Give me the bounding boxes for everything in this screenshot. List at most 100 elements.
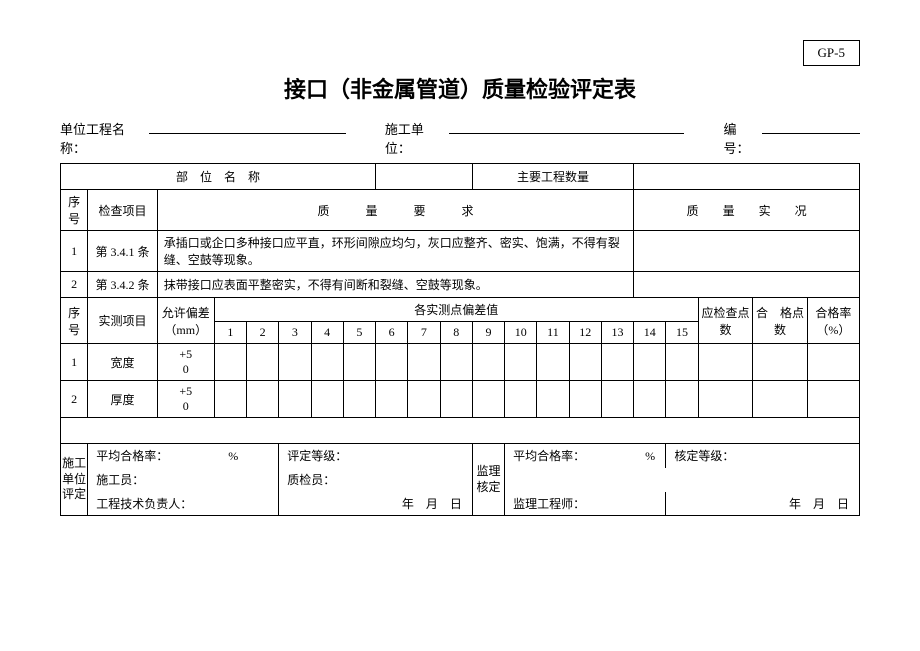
col-9: 9 xyxy=(472,322,504,344)
col-7: 7 xyxy=(408,322,440,344)
m2-rate[interactable] xyxy=(807,381,859,418)
m2-v4[interactable] xyxy=(311,381,343,418)
m2-v8[interactable] xyxy=(440,381,472,418)
label-no: 编号： xyxy=(724,119,762,157)
f-supervisor: 监理工程师： xyxy=(505,492,666,516)
c1-text: 承插口或企口多种接口应平直，环形间隙应均匀，灰口应整齐、密实、饱满，不得有裂缝、… xyxy=(157,231,633,272)
f-avgrate-r: 平均合格率：% xyxy=(505,444,666,468)
m1-v10[interactable] xyxy=(505,344,537,381)
m2-v2[interactable] xyxy=(247,381,279,418)
col-13: 13 xyxy=(601,322,633,344)
blank-unit[interactable] xyxy=(449,118,685,134)
m1-v7[interactable] xyxy=(408,344,440,381)
footer-row-2: 施工员： 质检员： xyxy=(61,468,860,492)
measure-row-2: 2 厚度 +5 0 xyxy=(61,381,860,418)
m2-v10[interactable] xyxy=(505,381,537,418)
m2-v3[interactable] xyxy=(279,381,311,418)
col-5: 5 xyxy=(343,322,375,344)
m1-passpts[interactable] xyxy=(753,344,808,381)
m2-v9[interactable] xyxy=(472,381,504,418)
measure-row-blank xyxy=(61,418,860,444)
m1-v11[interactable] xyxy=(537,344,569,381)
col-15: 15 xyxy=(666,322,698,344)
c2-clause: 第 3.4.2 条 xyxy=(88,272,157,298)
m1-v3[interactable] xyxy=(279,344,311,381)
f-date-l: 年 月 日 xyxy=(279,492,473,516)
main-table: 部 位 名 称 主要工程数量 序号 检查项目 质 量 要 求 质 量 实 况 1… xyxy=(60,163,860,516)
footer-row-3: 工程技术负责人： 年 月 日 监理工程师： 年 月 日 xyxy=(61,492,860,516)
m2-v14[interactable] xyxy=(634,381,666,418)
m1-v6[interactable] xyxy=(376,344,408,381)
m1-v13[interactable] xyxy=(601,344,633,381)
blank-project[interactable] xyxy=(149,118,345,134)
col-3: 3 xyxy=(279,322,311,344)
m2-v1[interactable] xyxy=(214,381,246,418)
blank-no[interactable] xyxy=(762,118,860,134)
m2-tol: +5 0 xyxy=(157,381,214,418)
dept-label: 部 位 名 称 xyxy=(61,164,376,190)
header-line: 单位工程名称： 施工单位： 编号： xyxy=(60,118,860,157)
blank-row xyxy=(61,418,860,444)
f-date-r: 年 月 日 xyxy=(666,492,860,516)
c2-text: 抹带接口应表面平整密实，不得有间断和裂缝、空鼓等现象。 xyxy=(157,272,633,298)
m1-v8[interactable] xyxy=(440,344,472,381)
m2-checkpts[interactable] xyxy=(698,381,753,418)
m2-v5[interactable] xyxy=(343,381,375,418)
col-11: 11 xyxy=(537,322,569,344)
m-passrate: 合格率（%） xyxy=(807,298,859,344)
h-item: 检查项目 xyxy=(88,190,157,231)
m1-tol: +5 0 xyxy=(157,344,214,381)
m-tol: 允许偏差（mm） xyxy=(157,298,214,344)
m-passpts: 合 格点 数 xyxy=(753,298,808,344)
dept-value[interactable] xyxy=(376,164,473,190)
m1-v15[interactable] xyxy=(666,344,698,381)
page-title: 接口（非金属管道）质量检验评定表 xyxy=(60,72,860,104)
qty-value[interactable] xyxy=(634,164,860,190)
c2-actual[interactable] xyxy=(634,272,860,298)
m2-v13[interactable] xyxy=(601,381,633,418)
col-12: 12 xyxy=(569,322,601,344)
m2-passpts[interactable] xyxy=(753,381,808,418)
col-6: 6 xyxy=(376,322,408,344)
m2-v11[interactable] xyxy=(537,381,569,418)
c1-clause: 第 3.4.1 条 xyxy=(88,231,157,272)
m1-v14[interactable] xyxy=(634,344,666,381)
m1-rate[interactable] xyxy=(807,344,859,381)
m-seq: 序号 xyxy=(61,298,88,344)
f-right-mid xyxy=(505,468,860,492)
m2-v12[interactable] xyxy=(569,381,601,418)
measure-row-1: 1 宽度 +5 0 xyxy=(61,344,860,381)
m1-v5[interactable] xyxy=(343,344,375,381)
c2-no: 2 xyxy=(61,272,88,298)
m1-v4[interactable] xyxy=(311,344,343,381)
label-project: 单位工程名称： xyxy=(60,119,149,157)
f-avgrate-l: 平均合格率：% xyxy=(88,444,279,468)
col-4: 4 xyxy=(311,322,343,344)
m1-v9[interactable] xyxy=(472,344,504,381)
m-dev-title: 各实测点偏差值 xyxy=(214,298,698,322)
f-grade-l: 评定等级： xyxy=(279,444,473,468)
col-10: 10 xyxy=(505,322,537,344)
m1-no: 1 xyxy=(61,344,88,381)
col-1: 1 xyxy=(214,322,246,344)
right-title: 监理核定 xyxy=(472,444,504,516)
m1-checkpts[interactable] xyxy=(698,344,753,381)
m1-v2[interactable] xyxy=(247,344,279,381)
m2-v15[interactable] xyxy=(666,381,698,418)
m2-v6[interactable] xyxy=(376,381,408,418)
qty-label: 主要工程数量 xyxy=(472,164,633,190)
m2-v7[interactable] xyxy=(408,381,440,418)
m-checkpts: 应检查点 数 xyxy=(698,298,753,344)
check-row-2: 2 第 3.4.2 条 抹带接口应表面平整密实，不得有间断和裂缝、空鼓等现象。 xyxy=(61,272,860,298)
m1-v1[interactable] xyxy=(214,344,246,381)
f-builder: 施工员： xyxy=(88,468,279,492)
c1-actual[interactable] xyxy=(634,231,860,272)
m2-no: 2 xyxy=(61,381,88,418)
doc-code: GP-5 xyxy=(818,45,845,60)
measure-head-1: 序号 实测项目 允许偏差（mm） 各实测点偏差值 应检查点 数 合 格点 数 合… xyxy=(61,298,860,322)
f-tech: 工程技术负责人： xyxy=(88,492,279,516)
f-grade-r: 核定等级： xyxy=(666,444,860,468)
m1-v12[interactable] xyxy=(569,344,601,381)
col-14: 14 xyxy=(634,322,666,344)
col-8: 8 xyxy=(440,322,472,344)
